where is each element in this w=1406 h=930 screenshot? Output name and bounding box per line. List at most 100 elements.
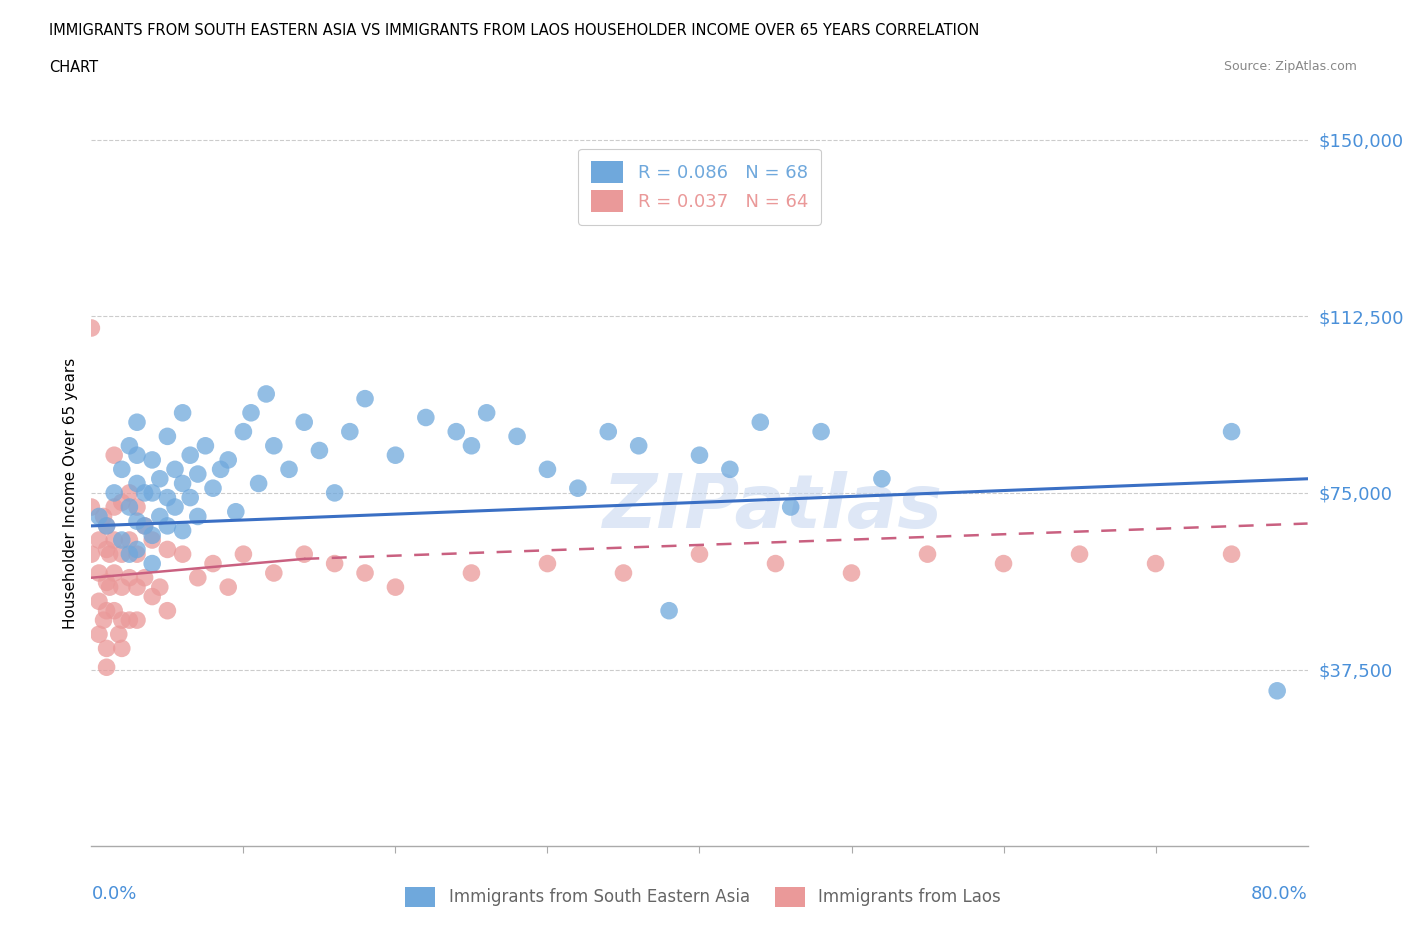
Point xyxy=(156,542,179,557)
Point xyxy=(87,565,110,580)
Point xyxy=(217,579,239,594)
Point xyxy=(354,392,377,406)
Point xyxy=(688,447,710,462)
Point xyxy=(125,447,148,462)
Point xyxy=(125,499,148,514)
Point xyxy=(209,462,232,477)
Point xyxy=(240,405,263,420)
Point xyxy=(179,490,201,505)
Point xyxy=(627,438,650,453)
Point xyxy=(96,641,118,656)
Text: CHART: CHART xyxy=(49,60,98,75)
Point xyxy=(134,518,156,533)
Point xyxy=(475,405,498,420)
Point xyxy=(870,472,893,486)
Point xyxy=(107,627,129,642)
Point xyxy=(179,447,201,462)
Point xyxy=(1069,547,1091,562)
Point xyxy=(172,524,194,538)
Legend: Immigrants from South Eastern Asia, Immigrants from Laos: Immigrants from South Eastern Asia, Immi… xyxy=(395,877,1011,917)
Point xyxy=(339,424,361,439)
Point xyxy=(460,565,482,580)
Point xyxy=(125,542,148,557)
Point xyxy=(156,604,179,618)
Point xyxy=(111,462,134,477)
Point xyxy=(567,481,589,496)
Point xyxy=(187,467,209,482)
Point xyxy=(125,513,148,528)
Point xyxy=(779,499,801,514)
Point xyxy=(96,575,118,590)
Point xyxy=(444,424,467,439)
Point xyxy=(232,424,254,439)
Point xyxy=(134,485,156,500)
Point xyxy=(323,485,346,500)
Point xyxy=(232,547,254,562)
Point xyxy=(718,462,741,477)
Point xyxy=(111,533,134,548)
Point xyxy=(103,485,125,500)
Text: IMMIGRANTS FROM SOUTH EASTERN ASIA VS IMMIGRANTS FROM LAOS HOUSEHOLDER INCOME OV: IMMIGRANTS FROM SOUTH EASTERN ASIA VS IM… xyxy=(49,23,980,38)
Point xyxy=(87,533,110,548)
Point xyxy=(141,533,163,548)
Point xyxy=(917,547,939,562)
Point xyxy=(87,509,110,524)
Point xyxy=(87,627,110,642)
Point xyxy=(536,556,558,571)
Point xyxy=(141,528,163,543)
Point xyxy=(460,438,482,453)
Point xyxy=(156,518,179,533)
Point xyxy=(103,447,125,462)
Point xyxy=(278,462,301,477)
Point xyxy=(80,547,103,562)
Point xyxy=(141,485,163,500)
Point xyxy=(194,438,217,453)
Point xyxy=(111,641,134,656)
Point xyxy=(103,499,125,514)
Point xyxy=(993,556,1015,571)
Point xyxy=(118,438,141,453)
Point xyxy=(163,462,186,477)
Point xyxy=(292,547,315,562)
Point xyxy=(384,447,406,462)
Point xyxy=(765,556,787,571)
Point xyxy=(141,556,163,571)
Point xyxy=(141,589,163,604)
Point xyxy=(125,613,148,628)
Point xyxy=(98,547,121,562)
Point xyxy=(323,556,346,571)
Point xyxy=(80,499,103,514)
Point xyxy=(125,579,148,594)
Point xyxy=(1265,684,1288,698)
Point xyxy=(263,565,285,580)
Point xyxy=(1144,556,1167,571)
Point xyxy=(125,547,148,562)
Point xyxy=(354,565,377,580)
Point xyxy=(187,509,209,524)
Point xyxy=(172,405,194,420)
Text: 0.0%: 0.0% xyxy=(91,885,136,903)
Point xyxy=(149,509,172,524)
Point xyxy=(254,387,277,402)
Point xyxy=(118,485,141,500)
Point xyxy=(125,415,148,430)
Point xyxy=(172,547,194,562)
Point xyxy=(96,659,118,674)
Point xyxy=(172,476,194,491)
Point xyxy=(598,424,620,439)
Point xyxy=(111,579,134,594)
Point xyxy=(217,453,239,468)
Point xyxy=(103,533,125,548)
Point xyxy=(96,542,118,557)
Legend: R = 0.086   N = 68, R = 0.037   N = 64: R = 0.086 N = 68, R = 0.037 N = 64 xyxy=(578,149,821,225)
Point xyxy=(118,570,141,585)
Point xyxy=(612,565,634,580)
Point xyxy=(506,429,529,444)
Point xyxy=(225,504,247,519)
Point xyxy=(202,556,225,571)
Point xyxy=(87,594,110,609)
Point xyxy=(118,533,141,548)
Text: Source: ZipAtlas.com: Source: ZipAtlas.com xyxy=(1223,60,1357,73)
Point xyxy=(688,547,710,562)
Point xyxy=(156,490,179,505)
